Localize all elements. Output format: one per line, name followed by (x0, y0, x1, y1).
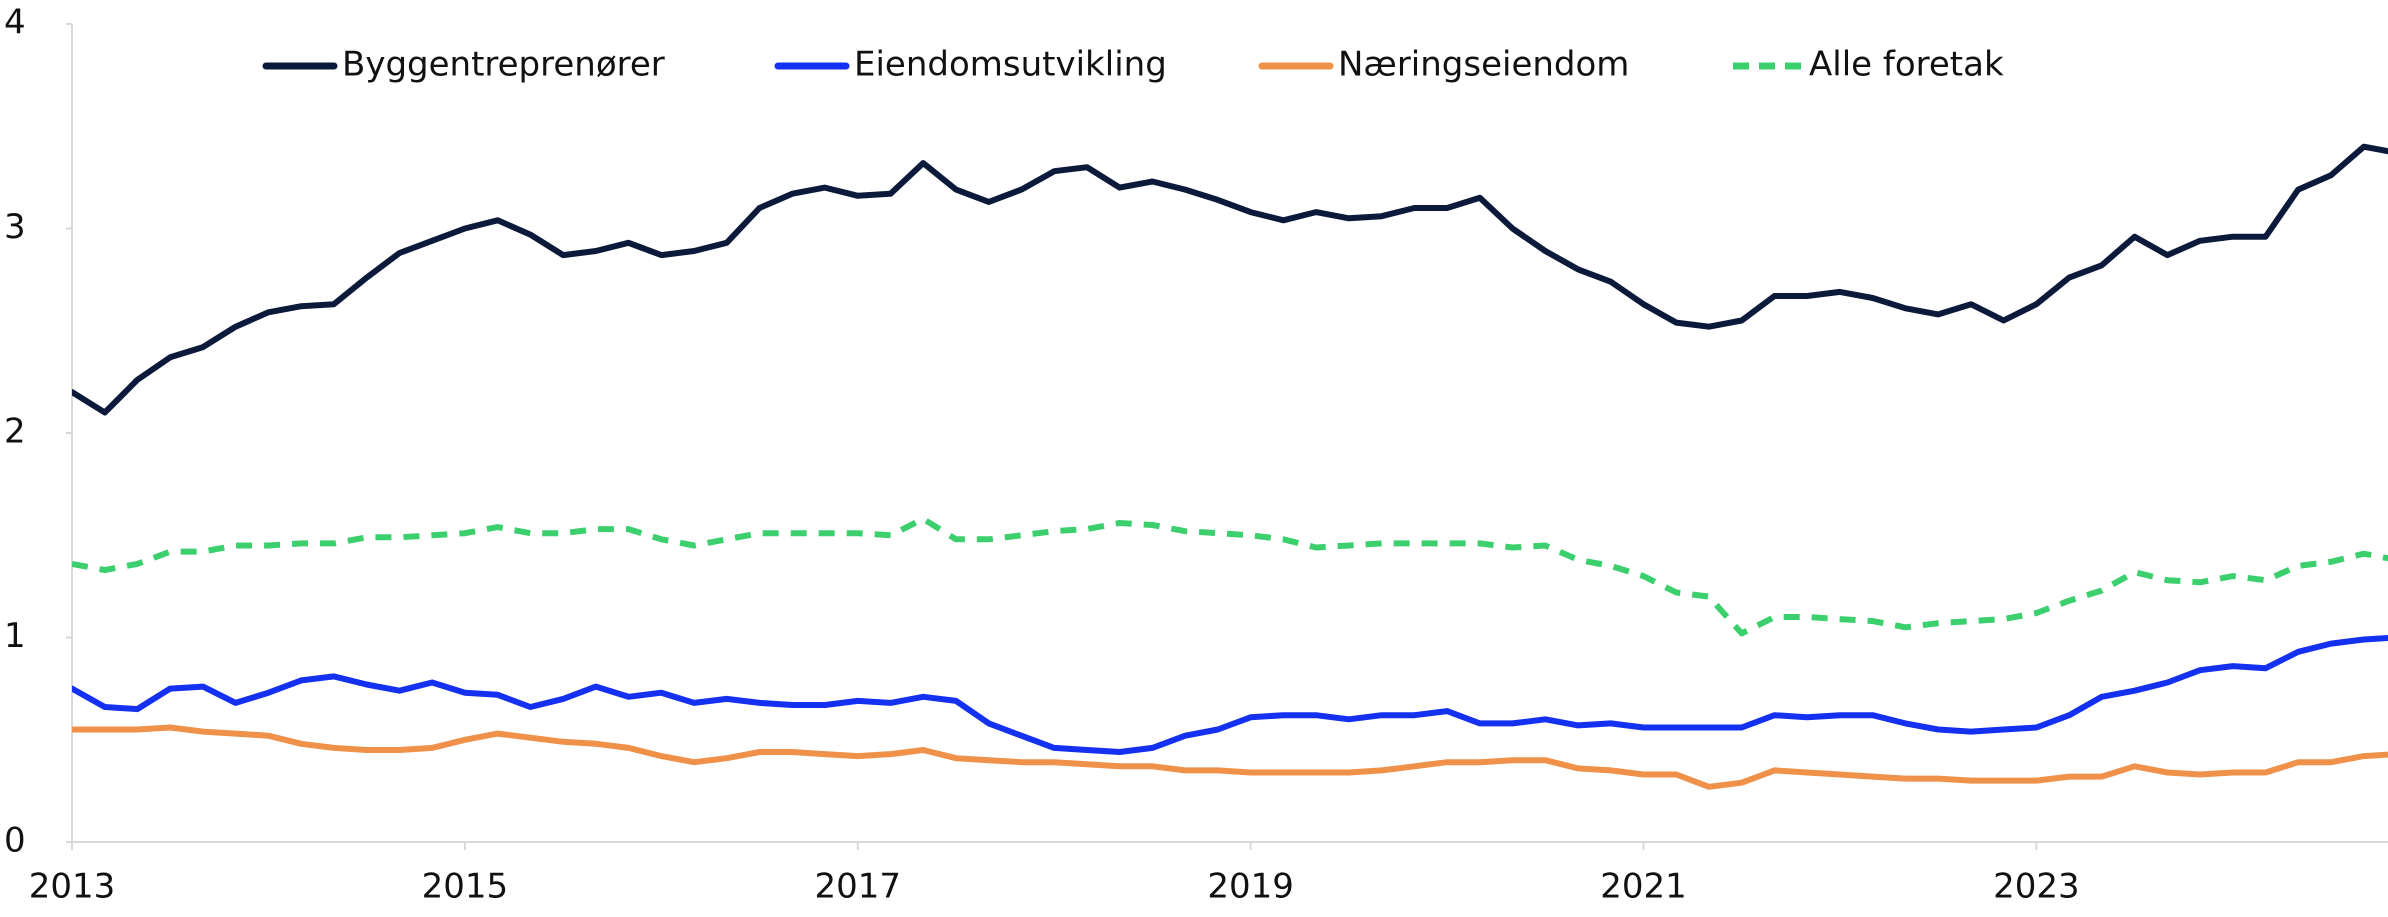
y-tick-label: 3 (4, 207, 26, 247)
legend-label: Byggentreprenører (342, 45, 665, 85)
legend-label: Eiendomsutvikling (854, 45, 1167, 85)
series-line (72, 635, 2388, 755)
y-tick-label: 4 (4, 3, 26, 43)
legend-label: Alle foretak (1809, 45, 2004, 85)
series-line (72, 724, 2388, 790)
x-tick-label: 2019 (1207, 867, 1294, 907)
x-tick-label: 2013 (29, 867, 116, 907)
plot-area (72, 143, 2388, 790)
x-tick-label: 2023 (1993, 867, 2080, 907)
legend-label: Næringseiendom (1338, 45, 1629, 85)
x-tick-label: 2021 (1600, 867, 1687, 907)
y-tick-label: 0 (4, 821, 26, 861)
series-line (72, 515, 2388, 637)
series-line (72, 143, 2388, 416)
y-tick-label: 2 (4, 412, 26, 452)
y-tick-label: 1 (4, 616, 26, 656)
x-tick-label: 2017 (814, 867, 901, 907)
x-tick-label: 2015 (422, 867, 509, 907)
